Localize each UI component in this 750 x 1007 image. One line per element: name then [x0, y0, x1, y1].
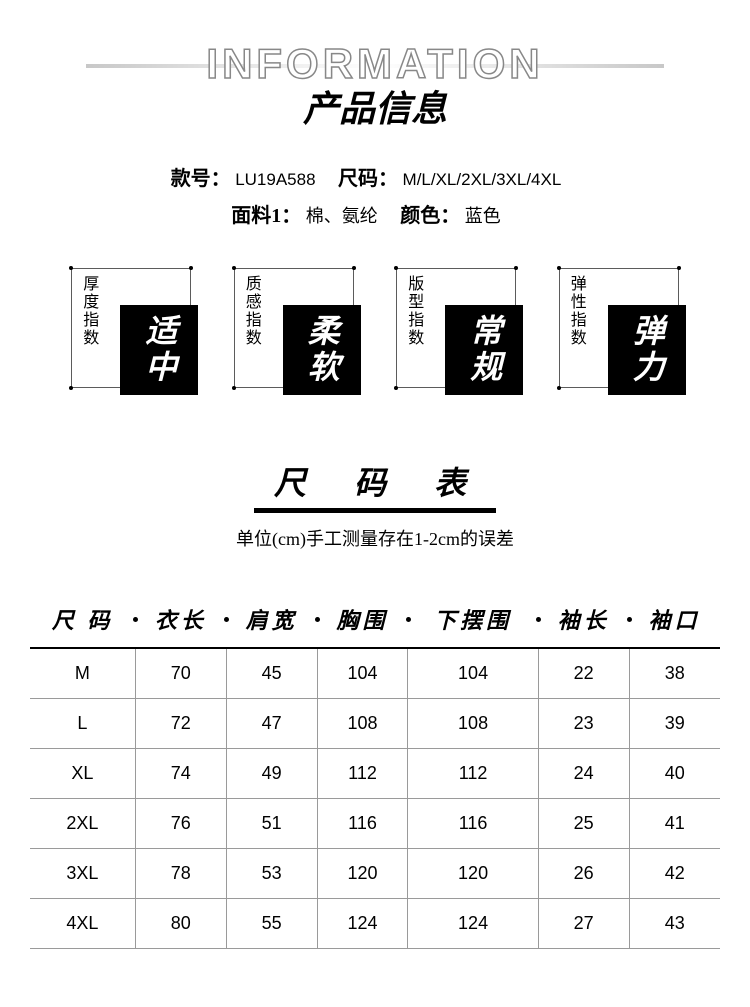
size-title: 尺 码 表	[254, 458, 496, 513]
table-header: 肩宽	[226, 591, 317, 648]
index-value: 弹力	[608, 305, 686, 395]
table-header: 袖长	[538, 591, 629, 648]
table-header: 胸围	[317, 591, 408, 648]
spec-sizes-value: M/L/XL/2XL/3XL/4XL	[403, 170, 562, 189]
table-header: 衣长	[135, 591, 226, 648]
index-card: 弹性指数弹力	[559, 268, 679, 388]
table-cell: 26	[538, 849, 629, 899]
table-cell: 104	[408, 648, 538, 699]
size-header: 尺 码 表	[30, 458, 720, 513]
table-header: 袖口	[629, 591, 720, 648]
table-row: 4XL80551241242743	[30, 899, 720, 949]
table-cell: XL	[30, 749, 135, 799]
table-cell: 108	[408, 699, 538, 749]
table-cell: 23	[538, 699, 629, 749]
table-cell: 4XL	[30, 899, 135, 949]
table-cell: 104	[317, 648, 408, 699]
table-cell: 112	[408, 749, 538, 799]
spec-color-label: 颜色：	[400, 205, 460, 227]
table-cell: 27	[538, 899, 629, 949]
index-value: 柔软	[283, 305, 361, 395]
index-card: 版型指数常规	[396, 268, 516, 388]
table-cell: 51	[226, 799, 317, 849]
table-row: 2XL76511161162541	[30, 799, 720, 849]
table-cell: 43	[629, 899, 720, 949]
table-cell: M	[30, 648, 135, 699]
table-cell: L	[30, 699, 135, 749]
table-cell: 45	[226, 648, 317, 699]
table-cell: 70	[135, 648, 226, 699]
spec-sizes-label: 尺码：	[338, 168, 398, 190]
indices-row: 厚度指数适中质感指数柔软版型指数常规弹性指数弹力	[30, 268, 720, 428]
table-cell: 3XL	[30, 849, 135, 899]
table-cell: 47	[226, 699, 317, 749]
table-cell: 116	[408, 799, 538, 849]
index-label: 质感指数	[235, 269, 267, 387]
table-cell: 124	[408, 899, 538, 949]
table-cell: 124	[317, 899, 408, 949]
table-cell: 2XL	[30, 799, 135, 849]
table-cell: 41	[629, 799, 720, 849]
outline-title: INFORMATION	[206, 40, 543, 88]
spec-fabric-value: 棉、氨纶	[306, 206, 378, 226]
table-cell: 39	[629, 699, 720, 749]
table-cell: 80	[135, 899, 226, 949]
table-cell: 49	[226, 749, 317, 799]
table-row: XL74491121122440	[30, 749, 720, 799]
spec-fabric-label: 面料1：	[231, 205, 301, 227]
size-note: 单位(cm)手工测量存在1-2cm的误差	[30, 525, 720, 551]
table-header: 下摆围	[408, 591, 538, 648]
table-cell: 42	[629, 849, 720, 899]
table-row: 3XL78531201202642	[30, 849, 720, 899]
index-label: 弹性指数	[560, 269, 592, 387]
table-header: 尺 码	[30, 591, 135, 648]
table-cell: 25	[538, 799, 629, 849]
product-specs: 款号： LU19A588 尺码： M/L/XL/2XL/3XL/4XL 面料1：…	[30, 162, 720, 228]
table-row: M70451041042238	[30, 648, 720, 699]
spec-model-label: 款号：	[171, 168, 231, 190]
index-card: 质感指数柔软	[234, 268, 354, 388]
index-value: 适中	[120, 305, 198, 395]
table-cell: 74	[135, 749, 226, 799]
table-cell: 108	[317, 699, 408, 749]
table-cell: 120	[317, 849, 408, 899]
table-cell: 72	[135, 699, 226, 749]
table-cell: 112	[317, 749, 408, 799]
spec-model-value: LU19A588	[235, 170, 315, 189]
index-card: 厚度指数适中	[71, 268, 191, 388]
index-label: 厚度指数	[72, 269, 104, 387]
table-cell: 55	[226, 899, 317, 949]
table-cell: 24	[538, 749, 629, 799]
header: INFORMATION 产品信息	[30, 40, 720, 132]
table-cell: 76	[135, 799, 226, 849]
spec-color-value: 蓝色	[465, 206, 501, 226]
table-cell: 38	[629, 648, 720, 699]
table-cell: 120	[408, 849, 538, 899]
table-cell: 116	[317, 799, 408, 849]
index-label: 版型指数	[397, 269, 429, 387]
size-table: 尺 码衣长肩宽胸围下摆围袖长袖口 M70451041042238L7247108…	[30, 591, 720, 949]
table-cell: 40	[629, 749, 720, 799]
table-cell: 22	[538, 648, 629, 699]
index-value: 常规	[445, 305, 523, 395]
table-row: L72471081082339	[30, 699, 720, 749]
table-cell: 78	[135, 849, 226, 899]
table-cell: 53	[226, 849, 317, 899]
